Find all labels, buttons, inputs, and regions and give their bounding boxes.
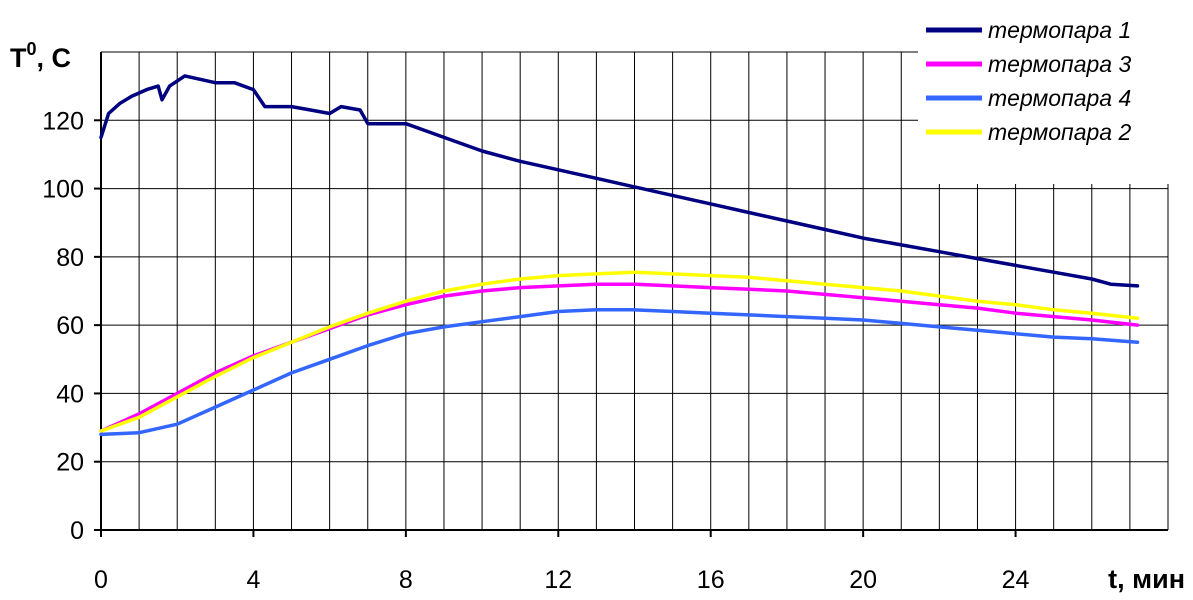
- y-tick-label: 60: [56, 312, 84, 340]
- x-tick-label: 24: [1002, 566, 1030, 594]
- y-tick-label: 20: [56, 449, 84, 477]
- x-tick-label: 8: [399, 566, 413, 594]
- x-tick-label: 16: [697, 566, 725, 594]
- y-axis-title-superscript: 0: [27, 39, 37, 59]
- y-tick-label: 100: [42, 176, 84, 204]
- x-tick-label: 20: [849, 566, 877, 594]
- legend: термопара 1 термопара 3 термопара 4 термопа…: [918, 6, 1186, 184]
- legend-label: термопара 4: [988, 85, 1131, 111]
- x-tick-label: 4: [246, 566, 260, 594]
- x-tick-label: 0: [94, 566, 108, 594]
- y-tick-label: 80: [56, 244, 84, 272]
- x-axis-title: t, мин: [1108, 564, 1185, 594]
- y-tick-label: 40: [56, 380, 84, 408]
- y-axis-title: T0, C: [10, 39, 71, 73]
- x-tick-label: 12: [544, 566, 572, 594]
- y-tick-label: 0: [70, 517, 84, 545]
- y-axis-title-main: T: [10, 43, 27, 73]
- legend-label: термопара 3: [988, 51, 1131, 77]
- legend-label: термопара 1: [988, 17, 1131, 43]
- y-axis-title-rest: , C: [37, 43, 72, 73]
- legend-label: термопара 2: [988, 119, 1131, 145]
- y-tick-label: 120: [42, 107, 84, 135]
